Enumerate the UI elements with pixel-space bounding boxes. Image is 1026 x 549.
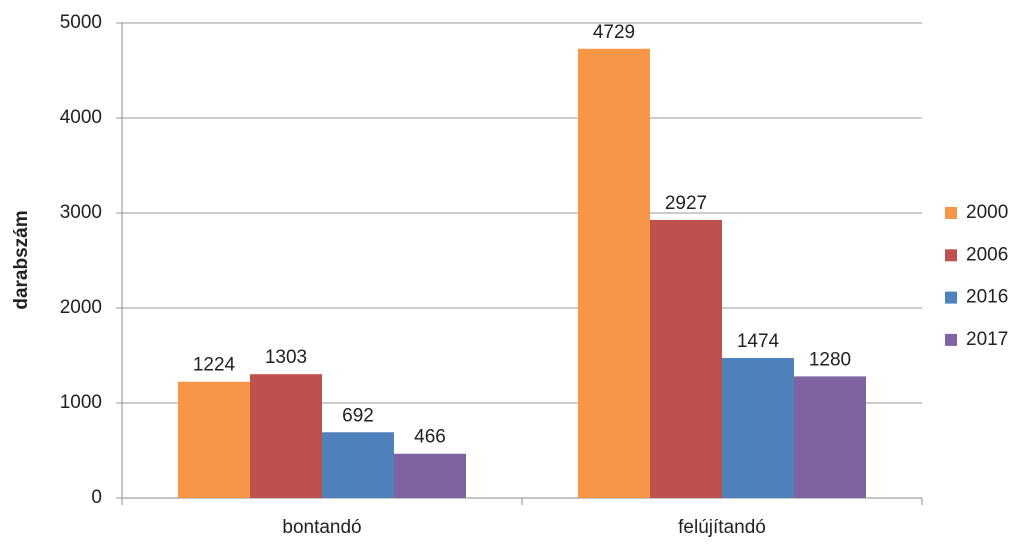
bar <box>722 357 794 498</box>
data-label: 692 <box>342 405 374 426</box>
y-tick-label: 2000 <box>60 297 102 318</box>
y-tick-label: 3000 <box>60 202 102 223</box>
bar <box>794 376 866 498</box>
x-tick-label: bontandó <box>282 517 361 538</box>
y-tick-label: 0 <box>91 487 102 508</box>
legend-label: 2017 <box>966 329 1008 350</box>
data-label: 1224 <box>193 355 236 376</box>
bar <box>394 453 466 498</box>
legend-swatch <box>945 207 957 219</box>
bar <box>650 219 722 498</box>
bar <box>322 432 394 498</box>
bar <box>250 374 322 498</box>
legend-label: 2016 <box>966 287 1008 308</box>
y-tick-label: 5000 <box>60 12 102 33</box>
legend-label: 2006 <box>966 244 1008 265</box>
y-tick-label: 4000 <box>60 107 102 128</box>
data-label: 1303 <box>265 347 307 368</box>
legend-swatch <box>945 249 957 262</box>
data-label: 4729 <box>593 22 635 43</box>
legend-swatch <box>945 333 957 346</box>
bar <box>178 381 250 498</box>
data-label: 466 <box>414 427 446 448</box>
y-axis-label: darabszám <box>11 210 32 309</box>
x-tick-label: felújítandó <box>678 517 766 538</box>
legend-swatch <box>945 291 957 304</box>
data-label: 1474 <box>737 331 780 352</box>
legend-label: 2000 <box>966 202 1008 223</box>
bar <box>578 48 650 499</box>
y-tick-label: 1000 <box>60 392 102 413</box>
data-label: 2927 <box>665 193 707 214</box>
data-label: 1280 <box>809 349 851 370</box>
